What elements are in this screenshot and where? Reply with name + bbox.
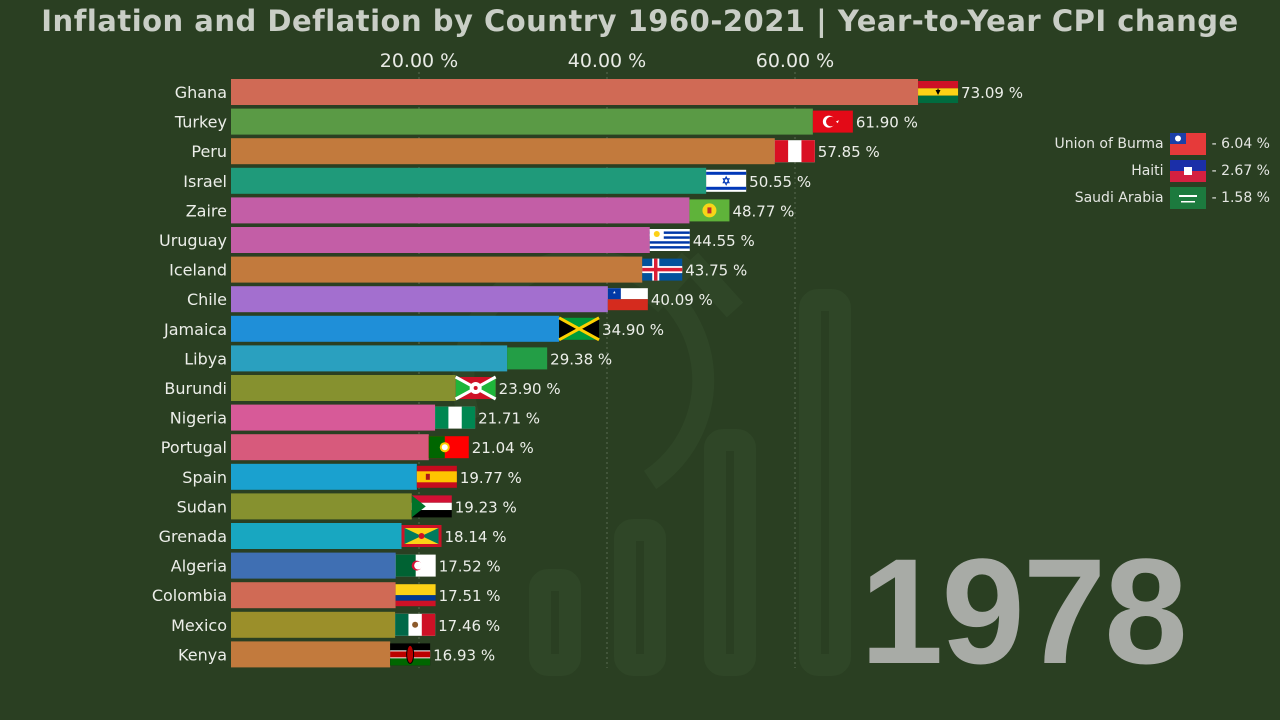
bar xyxy=(231,463,417,490)
category-label: Chile xyxy=(187,290,227,309)
mexico-flag-icon xyxy=(395,613,436,636)
bar xyxy=(231,641,391,668)
kenya-flag-icon xyxy=(390,643,431,666)
value-label: 29.38 % xyxy=(550,350,612,368)
bar xyxy=(231,552,396,579)
bar xyxy=(231,493,412,520)
current-year: 1978 xyxy=(860,527,1188,695)
ghana-flag-icon xyxy=(918,81,959,103)
libya-flag-icon xyxy=(507,347,548,370)
value-label: 16.93 % xyxy=(433,646,495,664)
category-label: Israel xyxy=(183,172,227,191)
value-label: 57.85 % xyxy=(818,143,880,161)
value-label: 17.46 % xyxy=(438,617,500,635)
chile-flag-icon xyxy=(607,288,648,311)
bar xyxy=(231,611,396,638)
turkey-flag-icon xyxy=(812,110,853,133)
haiti-flag-icon xyxy=(1169,160,1206,182)
uruguay-flag-icon xyxy=(649,229,690,251)
bar xyxy=(231,375,456,401)
saudi-arabia-flag-icon xyxy=(1169,187,1206,209)
bar xyxy=(231,523,402,549)
value-label: 19.77 % xyxy=(460,469,522,487)
deflation-item-haiti: Haiti - 2.67 % xyxy=(1131,160,1270,182)
portugal-flag-icon xyxy=(428,436,469,459)
deflation-value: - 6.04 % xyxy=(1211,136,1270,152)
value-label: 19.23 % xyxy=(455,498,517,516)
value-label: 18.14 % xyxy=(445,528,507,546)
category-label: Mexico xyxy=(171,616,227,635)
value-label: 17.52 % xyxy=(439,558,501,576)
bar xyxy=(231,404,436,431)
iceland-flag-icon xyxy=(642,258,683,281)
category-label: Iceland xyxy=(169,261,227,280)
nigeria-flag-icon xyxy=(435,406,476,429)
value-label: 17.51 % xyxy=(439,587,501,605)
category-label: Sudan xyxy=(177,497,227,516)
category-label: Burundi xyxy=(164,379,227,398)
x-tick-label: 40.00 % xyxy=(568,50,647,72)
category-label: Colombia xyxy=(152,586,227,605)
category-label: Turkey xyxy=(174,113,227,132)
jamaica-flag-icon xyxy=(558,316,600,342)
category-label: Uruguay xyxy=(159,231,227,250)
bar xyxy=(231,227,650,253)
category-label: Grenada xyxy=(159,527,227,546)
category-label: Algeria xyxy=(171,557,227,576)
deflation-value: - 1.58 % xyxy=(1211,190,1270,206)
bar xyxy=(231,434,429,461)
algeria-flag-icon xyxy=(395,554,436,577)
value-label: 44.55 % xyxy=(693,232,755,250)
deflation-country-name: Haiti xyxy=(1131,163,1164,179)
category-label: Portugal xyxy=(161,438,227,457)
category-label: Jamaica xyxy=(163,320,227,339)
category-label: Zaire xyxy=(186,201,227,220)
category-label: Kenya xyxy=(178,645,227,664)
bar xyxy=(231,345,508,372)
category-label: Libya xyxy=(184,349,227,368)
category-label: Spain xyxy=(182,468,227,487)
bar xyxy=(231,79,919,105)
value-label: 34.90 % xyxy=(602,321,664,339)
value-label: 50.55 % xyxy=(749,173,811,191)
bar xyxy=(231,315,560,342)
bar xyxy=(231,108,813,135)
category-label: Nigeria xyxy=(170,409,227,428)
value-label: 40.09 % xyxy=(651,291,713,309)
bar xyxy=(231,167,707,194)
israel-flag-icon xyxy=(706,169,747,192)
deflation-item-burma: Union of Burma - 6.04 % xyxy=(1055,133,1270,155)
sudan-flag-icon xyxy=(411,495,452,518)
value-label: 43.75 % xyxy=(685,262,747,280)
value-label: 48.77 % xyxy=(732,202,794,220)
peru-flag-icon xyxy=(774,140,815,163)
value-label: 23.90 % xyxy=(499,380,561,398)
value-label: 21.71 % xyxy=(478,410,540,428)
bar xyxy=(231,256,643,283)
zaire-flag-icon xyxy=(689,199,730,222)
bar xyxy=(231,197,690,224)
deflation-country-name: Union of Burma xyxy=(1054,136,1164,152)
grenada-flag-icon xyxy=(401,525,442,547)
bar xyxy=(231,582,396,609)
value-label: 61.90 % xyxy=(856,114,918,132)
deflation-country-name: Saudi Arabia xyxy=(1074,190,1164,206)
bar xyxy=(231,286,608,313)
category-label: Peru xyxy=(191,142,227,161)
deflation-value: - 2.67 % xyxy=(1211,163,1270,179)
value-label: 73.09 % xyxy=(961,84,1023,102)
bar xyxy=(231,138,775,165)
colombia-flag-icon xyxy=(395,584,436,607)
chart-title: Inflation and Deflation by Country 1960-… xyxy=(41,4,1239,38)
x-tick-label: 20.00 % xyxy=(380,50,459,72)
deflation-item-saudi-arabia: Saudi Arabia - 1.58 % xyxy=(1075,187,1270,209)
burma-flag-icon xyxy=(1169,133,1206,155)
x-tick-label: 60.00 % xyxy=(756,50,835,72)
value-label: 21.04 % xyxy=(472,439,534,457)
burundi-flag-icon xyxy=(454,375,497,401)
spain-flag-icon xyxy=(416,465,457,488)
category-label: Ghana xyxy=(175,83,227,102)
